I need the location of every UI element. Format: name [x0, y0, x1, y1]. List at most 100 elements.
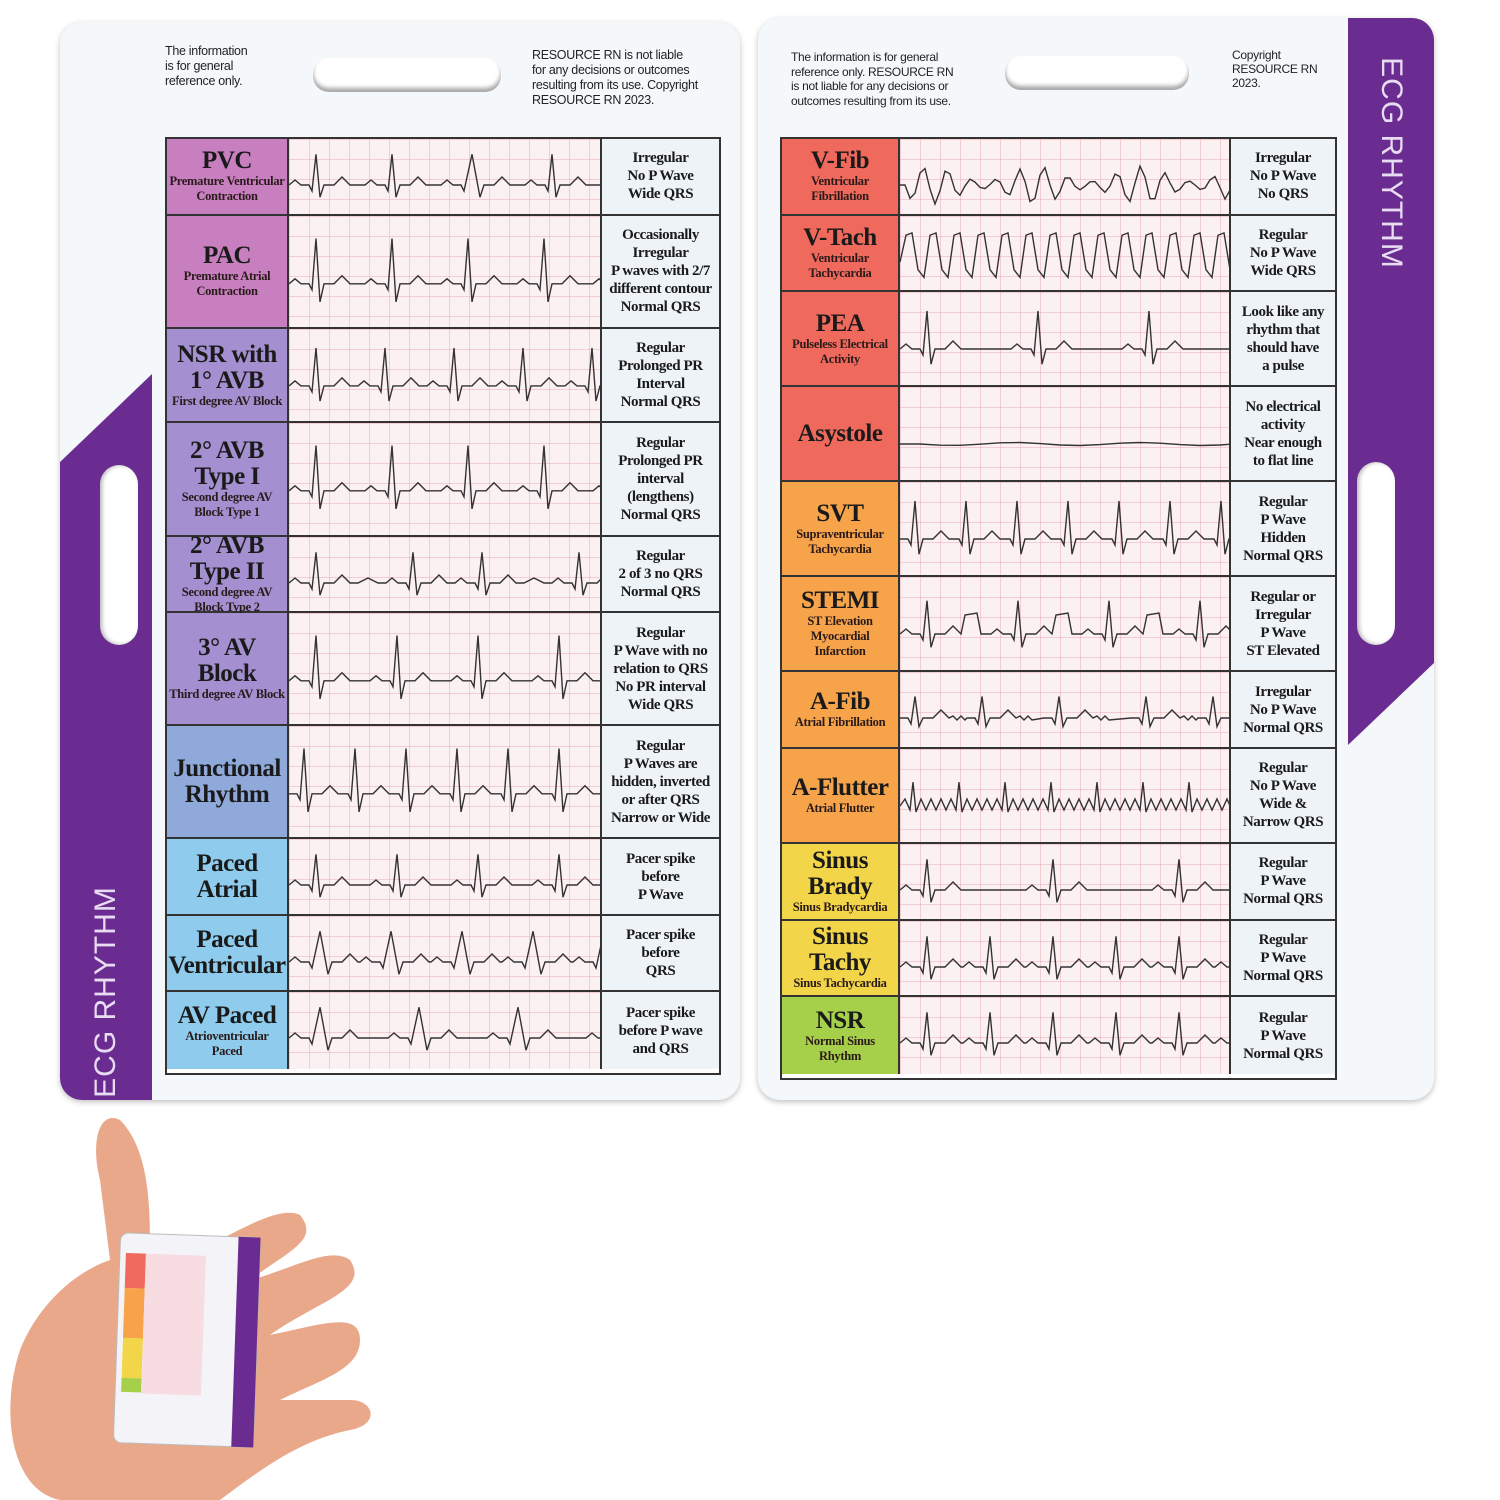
ecg-strip: [900, 920, 1231, 996]
rhythm-description: Irregular No P Wave Normal QRS: [1231, 672, 1335, 747]
ecg-waveform: [900, 859, 1229, 903]
ecg-waveform: [900, 1012, 1229, 1056]
ecg-strip: [289, 328, 602, 422]
rhythm-name-cell: A-Fib Atrial Fibrillation: [782, 672, 900, 747]
rhythm-title: Asystole: [797, 419, 883, 447]
rhythm-subtitle: Third degree AV Block: [169, 687, 285, 702]
rhythm-title: V-Fib: [810, 147, 870, 175]
rhythm-title: 2° AVB Type II: [189, 531, 265, 585]
side-slot: [1357, 462, 1395, 645]
ecg-strip: [900, 672, 1231, 747]
rhythm-description: Irregular No P Wave Wide QRS: [602, 139, 719, 214]
rhythm-subtitle: Second degree AV Block Type 1: [181, 489, 273, 519]
ecg-strip: [900, 387, 1231, 481]
rhythm-title: NSR with 1° AVB: [177, 340, 277, 394]
rhythm-description: Regular P Wave Normal QRS: [1231, 997, 1335, 1074]
rhythm-row-asystole: Asystole No electrical activity Near eno…: [782, 387, 1335, 483]
side-slot: [100, 465, 138, 645]
rhythm-description: Regular No P Wave Wide QRS: [1231, 215, 1335, 291]
band-label: ECG RHYTHM: [1375, 57, 1408, 269]
ecg-waveform: [900, 696, 1229, 730]
rhythm-description: Regular or Irregular P Wave ST Elevated: [1231, 577, 1335, 671]
ecg-waveform: [900, 600, 1229, 648]
disclaimer-left: The information is for general reference…: [165, 44, 248, 88]
rhythm-row-junctional: Junctional Rhythm Regular P Waves are hi…: [167, 726, 719, 840]
ecg-waveform: [900, 501, 1229, 555]
band-label: ECG RHYTHM: [89, 886, 122, 1098]
ecg-waveform: [289, 748, 600, 813]
rhythm-subtitle: ST Elevation Myocardial Infarction: [807, 614, 873, 659]
rhythm-row-avb2ii: 2° AVB Type II Second degree AV Block Ty…: [167, 532, 719, 614]
ecg-waveform: [900, 311, 1229, 365]
rhythm-name-cell: PAC Premature Atrial Contraction: [167, 215, 289, 327]
rhythm-description: Regular P Wave with no relation to QRS N…: [602, 613, 719, 725]
rhythm-row-pacedv: Paced Ventricular Pacer spike before QRS: [167, 915, 719, 993]
rhythm-row-avpaced: AV Paced Atrioventricular Paced Pacer sp…: [167, 992, 719, 1069]
rhythm-row-afib: A-Fib Atrial Fibrillation Irregular No P…: [782, 672, 1335, 749]
rhythm-subtitle: Ventricular Tachycardia: [808, 251, 872, 281]
ecg-waveform: [289, 154, 600, 198]
rhythm-description: Look like any rhythm that should have a …: [1231, 292, 1335, 386]
rhythm-name-cell: 2° AVB Type II Second degree AV Block Ty…: [167, 532, 289, 614]
rhythm-name-cell: PEA Pulseless Electrical Activity: [782, 292, 900, 386]
ecg-waveform: [289, 930, 600, 975]
rhythm-name-cell: NSR Normal Sinus Rhythm: [782, 997, 900, 1074]
rhythm-title: SVT: [816, 499, 864, 527]
rhythm-row-nsr: NSR Normal Sinus Rhythm Regular P Wave N…: [782, 997, 1335, 1074]
ecg-strip: [289, 915, 602, 991]
rhythm-row-avb1: NSR with 1° AVB First degree AV Block Re…: [167, 328, 719, 424]
rhythm-title: A-Fib: [810, 688, 871, 716]
ecg-waveform: [289, 1007, 600, 1051]
rhythm-description: Regular P Wave Normal QRS: [1231, 843, 1335, 919]
rhythm-name-cell: Sinus Tachy Sinus Tachycardia: [782, 920, 900, 996]
ecg-strip: [900, 139, 1231, 214]
rhythm-description: Regular 2 of 3 no QRS Normal QRS: [602, 536, 719, 612]
ecg-strip: [289, 139, 602, 214]
rhythm-table-left: PVC Premature Ventricular Contraction Ir…: [165, 137, 721, 1075]
rhythm-subtitle: Ventricular Fibrillation: [810, 174, 870, 204]
rhythm-title: Sinus Tachy: [809, 923, 871, 977]
ecg-strip: [900, 748, 1231, 842]
ecg-waveform: [900, 782, 1229, 813]
ecg-strip: [289, 536, 602, 612]
rhythm-row-avb3: 3° AV Block Third degree AV Block Regula…: [167, 613, 719, 727]
rhythm-name-cell: V-Tach Ventricular Tachycardia: [782, 215, 900, 291]
ecg-waveform: [289, 238, 600, 302]
ecg-strip: [289, 613, 602, 725]
rhythm-row-brady: Sinus Brady Sinus Bradycardia Regular P …: [782, 843, 1335, 921]
lanyard-slot: [1005, 56, 1189, 90]
rhythm-title: Junctional Rhythm: [173, 754, 281, 808]
rhythm-title: PEA: [815, 309, 865, 337]
rhythm-title: PAC: [202, 242, 252, 270]
rhythm-subtitle: Pulseless Electrical Activity: [792, 336, 888, 366]
rhythm-description: Pacer spike before QRS: [602, 915, 719, 991]
lanyard-slot: [313, 58, 501, 92]
disclaimer-right: Copyright RESOURCE RN 2023.: [1232, 48, 1318, 90]
rhythm-row-vfib: V-Fib Ventricular Fibrillation Irregular…: [782, 139, 1335, 216]
rhythm-row-tachy: Sinus Tachy Sinus Tachycardia Regular P …: [782, 920, 1335, 998]
ecg-strip: [900, 292, 1231, 386]
rhythm-description: Regular P Wave Hidden Normal QRS: [1231, 482, 1335, 576]
rhythm-row-vtach: V-Tach Ventricular Tachycardia Regular N…: [782, 215, 1335, 293]
rhythm-subtitle: Atrial Fibrillation: [794, 715, 886, 730]
ecg-strip: [289, 992, 602, 1069]
rhythm-description: No electrical activity Near enough to fl…: [1231, 387, 1335, 481]
ecg-waveform: [900, 442, 1229, 447]
hand-holding-card-photo: [10, 1118, 371, 1500]
rhythm-name-cell: PVC Premature Ventricular Contraction: [167, 139, 289, 214]
disclaimer-left: The information is for general reference…: [791, 50, 954, 108]
rhythm-row-flutter: A-Flutter Atrial Flutter Regular No P Wa…: [782, 748, 1335, 844]
rhythm-title: NSR: [815, 1006, 865, 1034]
ecg-waveform: [900, 164, 1229, 207]
rhythm-name-cell: A-Flutter Atrial Flutter: [782, 748, 900, 842]
rhythm-name-cell: Sinus Brady Sinus Bradycardia: [782, 843, 900, 919]
rhythm-name-cell: Paced Atrial: [167, 839, 289, 914]
rhythm-row-pac: PAC Premature Atrial Contraction Occasio…: [167, 215, 719, 329]
rhythm-subtitle: Atrial Flutter: [805, 800, 875, 815]
ecg-waveform: [289, 446, 600, 510]
rhythm-description: Regular P Wave Normal QRS: [1231, 920, 1335, 996]
rhythm-subtitle: Premature Atrial Contraction: [183, 269, 271, 299]
ecg-waveform: [289, 635, 600, 700]
ecg-strip: [289, 839, 602, 914]
rhythm-subtitle: Sinus Bradycardia: [792, 899, 888, 914]
